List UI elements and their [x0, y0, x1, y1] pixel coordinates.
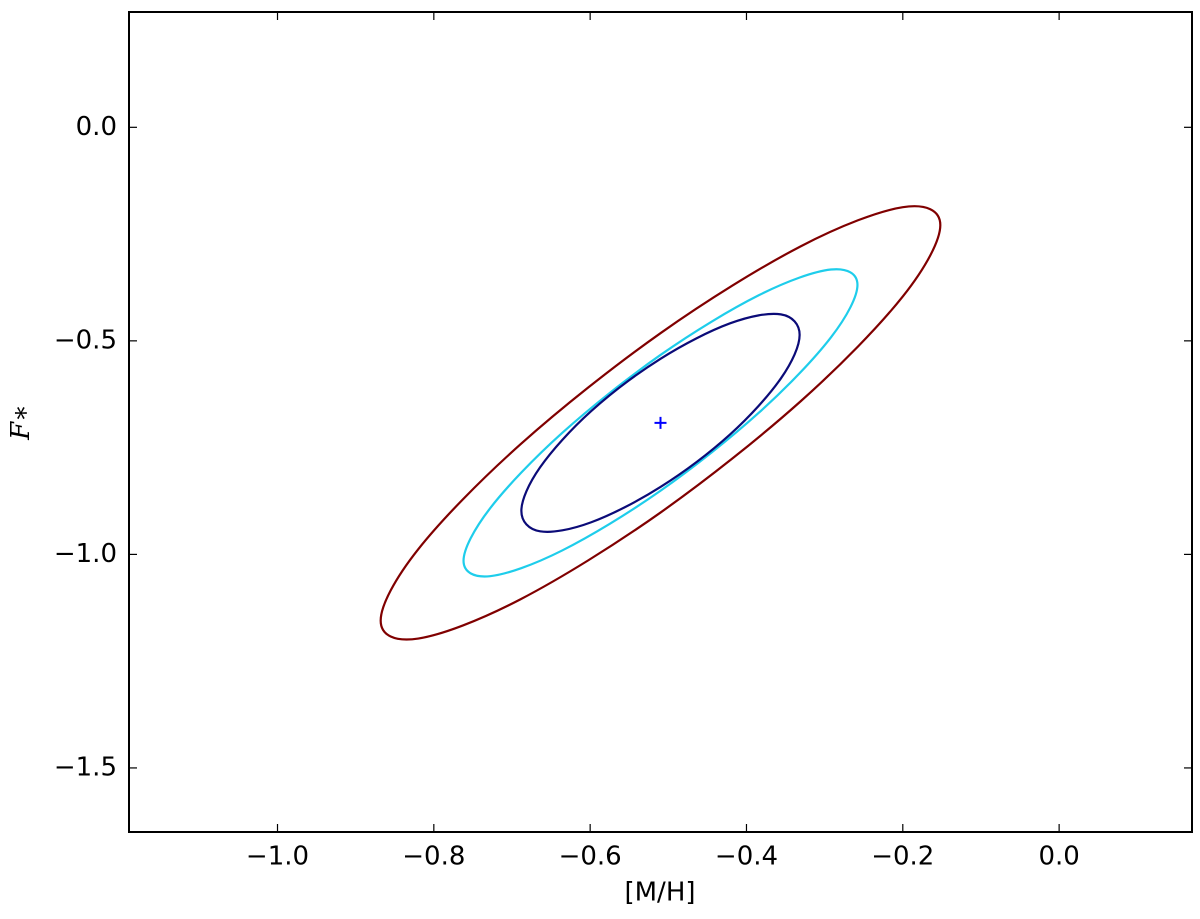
contour-line: [520, 312, 801, 533]
y-axis-label: F∗: [6, 404, 36, 441]
x-tick-label: −0.8: [402, 842, 465, 872]
best-fit-marker: [654, 416, 667, 429]
x-tick-label: 0.0: [1038, 842, 1079, 872]
x-tick-label: −0.6: [559, 842, 622, 872]
y-tick-label: −0.5: [54, 325, 117, 355]
x-tick-label: −1.0: [246, 842, 309, 872]
x-axis-label: [M/H]: [624, 878, 695, 908]
contour-line: [379, 205, 942, 641]
x-tick-label: −0.2: [871, 842, 934, 872]
y-tick-label: −1.0: [54, 539, 117, 569]
y-tick-label: −1.5: [54, 752, 117, 782]
plot-frame: [128, 11, 1193, 833]
y-tick-label: 0.0: [76, 112, 117, 142]
contour-line: [462, 268, 859, 578]
x-tick-label: −0.4: [715, 842, 778, 872]
